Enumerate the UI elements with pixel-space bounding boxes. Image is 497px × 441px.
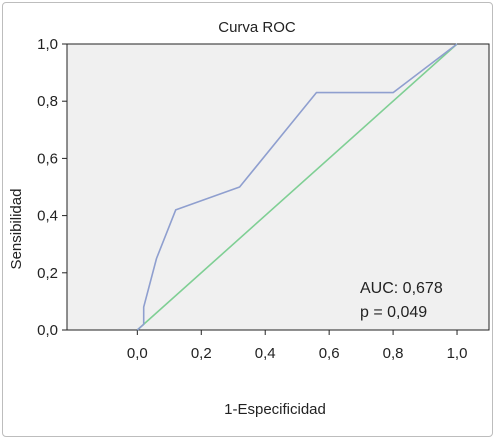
roc-curve-line — [136, 43, 458, 331]
x-axis: 0,0 0,2 0,4 0,6 0,8 1,0 — [127, 330, 468, 362]
x-tick-label: 0,4 — [255, 345, 276, 362]
x-axis-label: 1-Especificidad — [224, 401, 326, 418]
x-tick-label: 0,8 — [383, 345, 404, 362]
x-tick-label: 0,6 — [319, 345, 340, 362]
chart-title: Curva ROC — [218, 19, 296, 36]
y-tick-label: 0,8 — [37, 93, 58, 110]
auc-annotation: AUC: 0,678 — [360, 280, 443, 297]
y-axis-label: Sensibilidad — [8, 189, 25, 270]
y-tick-label: 0,2 — [37, 265, 58, 282]
y-tick-label: 1,0 — [37, 36, 58, 53]
x-tick-label: 0,0 — [127, 345, 148, 362]
reference-diagonal-line — [136, 43, 458, 331]
y-tick-label: 0,0 — [37, 322, 58, 339]
series-layer — [136, 43, 458, 331]
x-tick-label: 1,0 — [447, 345, 468, 362]
p-value-annotation: p = 0,049 — [360, 304, 427, 321]
plot-area — [66, 43, 490, 331]
x-tick-label: 0,2 — [191, 345, 212, 362]
y-tick-label: 0,6 — [37, 150, 58, 167]
y-tick-label: 0,4 — [37, 208, 58, 225]
y-axis: 0,0 0,2 0,4 0,6 0,8 1,0 — [37, 36, 67, 339]
